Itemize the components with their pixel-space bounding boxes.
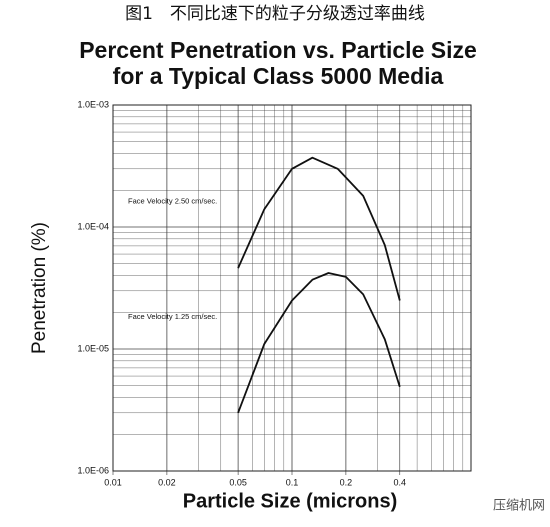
- x-tick-label: 0.4: [394, 477, 407, 487]
- figure-caption: 图1 不同比速下的粒子分级透过率曲线: [125, 4, 425, 24]
- chart-title: Percent Penetration vs. Particle Size: [79, 37, 477, 63]
- y-tick-label: 1.0E-04: [77, 221, 109, 231]
- x-tick-label: 0.2: [340, 477, 353, 487]
- series-line: [237, 272, 401, 414]
- x-tick-label: 0.01: [104, 477, 122, 487]
- series-label: Face Velocity 2.50 cm/sec.: [128, 197, 217, 206]
- y-tick-label: 1.0E-06: [77, 465, 109, 475]
- y-axis-label: Penetration (%): [29, 222, 50, 354]
- x-tick-label: 0.1: [286, 477, 299, 487]
- plot-frame: [112, 104, 472, 472]
- x-tick-label: 0.05: [229, 477, 247, 487]
- x-tick-label: 0.02: [158, 477, 176, 487]
- watermark: 压缩机网: [493, 498, 545, 514]
- chart-subtitle: for a Typical Class 5000 Media: [113, 63, 444, 89]
- series-label: Face Velocity 1.25 cm/sec.: [128, 312, 217, 321]
- x-axis-label: Particle Size (microns): [183, 490, 398, 512]
- y-tick-label: 1.0E-03: [77, 99, 109, 109]
- y-tick-label: 1.0E-05: [77, 343, 109, 353]
- series-line: [237, 156, 401, 301]
